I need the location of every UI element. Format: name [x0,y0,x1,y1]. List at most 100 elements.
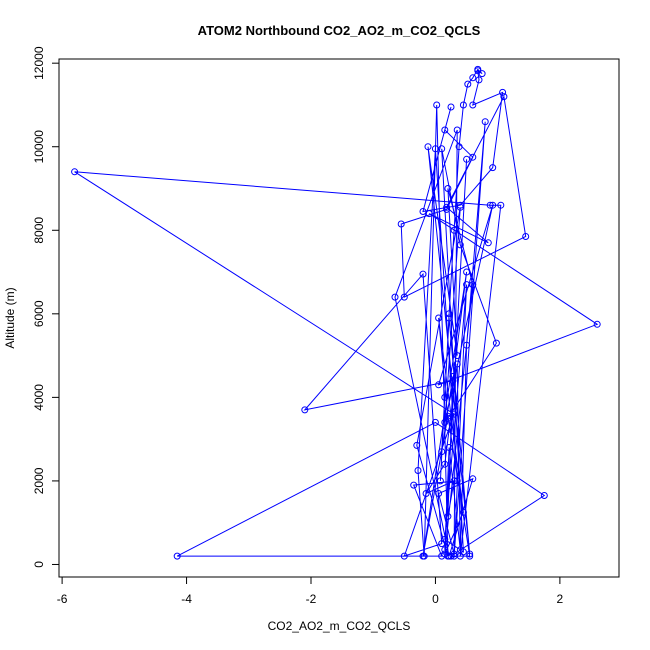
data-point [441,460,449,468]
data-point [443,205,451,213]
data-point [522,233,530,240]
data-point [445,314,453,322]
data-point [441,126,449,134]
data-point [459,508,467,516]
data-point [422,490,430,497]
data-point [450,552,458,560]
x-axis-label: CO2_AO2_m_CO2_QCLS [268,619,411,633]
y-tick-label: 12000 [32,46,46,80]
data-point [173,552,181,560]
data-point [391,293,399,301]
y-axis: 0 2000 4000 6000 8000 10000 12000 [32,46,59,568]
data-point [456,203,464,211]
data-point [453,360,461,368]
y-tick-label: 10000 [32,130,46,164]
data-point [469,153,477,161]
data-point [431,418,439,426]
x-tick-label: 0 [432,592,439,606]
data-point [444,414,452,422]
data-point [456,546,464,554]
y-tick-label: 0 [32,561,46,568]
data-point [450,477,458,485]
data-point [459,101,467,109]
data-point [445,310,453,318]
data-point [475,76,483,84]
x-axis: -6 -4 -2 0 2 [57,576,564,606]
data-point [453,352,461,360]
data-point [441,535,449,543]
y-tick-label: 2000 [32,467,46,494]
data-point [450,410,458,418]
data-point [419,208,427,215]
data-point [464,80,472,88]
data-point [441,550,449,558]
data-point [489,164,497,172]
data-point [435,314,443,322]
data-point [492,339,500,347]
data-point [466,550,474,558]
data-point [419,270,427,278]
data-point [497,201,505,209]
data-point [499,88,507,96]
data-point [438,448,446,456]
data-point [463,268,471,276]
data-point [466,552,474,560]
x-tick-label: 2 [557,592,564,606]
data-point [441,393,449,401]
y-tick-label: 6000 [32,300,46,327]
data-point [71,168,79,176]
data-point [449,377,457,385]
data-point [410,481,418,489]
data-point [453,477,461,485]
y-axis-label: Altitude (m) [3,287,17,348]
data-point [540,492,548,499]
x-tick-label: -2 [306,592,317,606]
chart-title: ATOM2 Northbound CO2_AO2_m_CO2_QCLS [198,23,481,38]
series-layer [71,65,601,560]
data-point [481,118,489,126]
data-point [455,143,463,151]
data-point [500,93,508,101]
data-point [456,241,464,249]
data-point [435,381,443,389]
data-point [443,203,451,211]
data-point [453,126,461,134]
data-point [445,444,453,451]
data-point [433,101,441,109]
y-tick-label: 8000 [32,217,46,244]
data-point [444,412,452,420]
data-point [463,155,471,163]
data-point [436,477,444,485]
data-point [489,201,497,209]
data-point [469,74,477,82]
data-point [413,441,421,449]
data-point [486,201,494,209]
data-point [301,406,309,414]
data-point [425,210,433,218]
data-point [474,67,482,75]
data-point [450,550,458,558]
x-tick-label: -4 [181,592,192,606]
data-point [435,490,443,497]
data-point [463,341,471,349]
data-point [400,552,408,560]
data-point [444,185,452,192]
data-point [484,239,492,247]
data-point [414,467,422,474]
data-point [438,145,446,153]
data-point [400,293,408,301]
data-point [441,546,449,554]
data-point [397,220,405,228]
data-point [450,226,458,234]
data-point [424,143,432,151]
x-tick-label: -6 [57,592,68,606]
data-point [444,512,452,520]
y-tick-label: 4000 [32,384,46,411]
data-point [419,552,427,560]
data-point [449,373,457,380]
data-point [593,320,601,328]
data-point [469,281,477,289]
data-point [469,475,477,483]
